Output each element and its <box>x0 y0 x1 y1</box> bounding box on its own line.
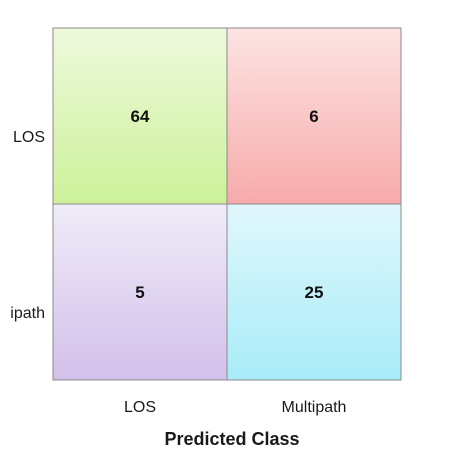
y-tick-label-ipath: ipath <box>10 305 45 322</box>
x-tick-labels: LOS Multipath <box>124 399 346 416</box>
y-tick-label-los: LOS <box>13 129 45 146</box>
matrix-cell-ipath-multipath <box>226 203 402 381</box>
x-axis-title: Predicted Class <box>164 429 299 449</box>
cell-value-ipath-los: 5 <box>135 283 144 302</box>
cell-value-los-los: 64 <box>131 107 150 126</box>
matrix-cell-ipath-los <box>52 203 228 381</box>
matrix-cells <box>52 27 402 381</box>
cell-value-los-multipath: 6 <box>309 107 318 126</box>
cell-value-ipath-multipath: 25 <box>305 283 324 302</box>
y-tick-labels: LOS ipath <box>10 129 45 322</box>
matrix-cell-los-los <box>52 27 228 205</box>
cell-values: 64 6 5 25 <box>131 107 324 302</box>
x-tick-label-los: LOS <box>124 399 156 416</box>
x-tick-label-multipath: Multipath <box>282 399 347 416</box>
matrix-cell-los-multipath <box>226 27 402 205</box>
